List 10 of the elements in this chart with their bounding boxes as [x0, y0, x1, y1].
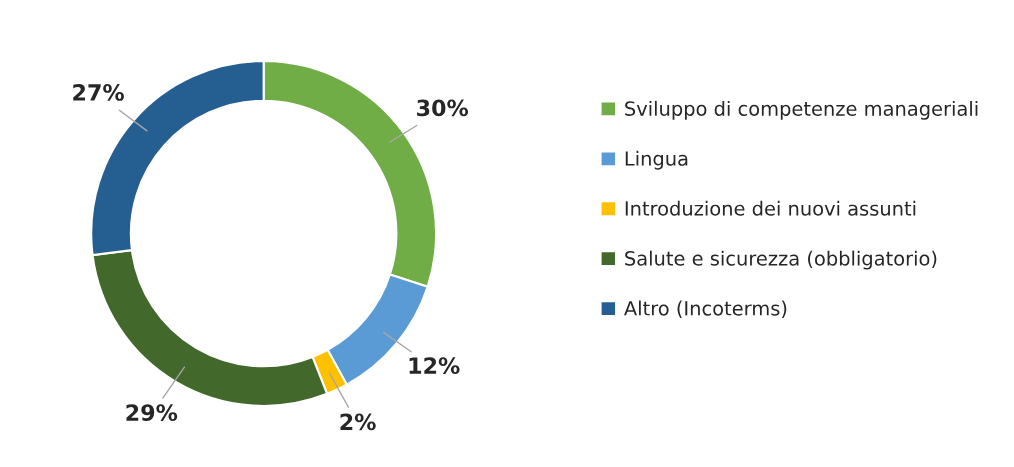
data-label: 27% [73, 84, 124, 101]
data-label: 2% [340, 413, 376, 431]
legend-label: Introduzione dei nuovi assunti [625, 200, 916, 216]
data-label: 12% [409, 357, 460, 375]
legend-label: Sviluppo di competenze manageriali [625, 100, 978, 120]
legend-label: Altro (Incoterms) [624, 300, 787, 318]
data-label: 29% [126, 404, 178, 422]
data-label: 30% [417, 99, 469, 117]
legend-label: Lingua [625, 150, 688, 170]
legend-label: Salute e sicurezza (obbligatorio) [625, 250, 937, 270]
